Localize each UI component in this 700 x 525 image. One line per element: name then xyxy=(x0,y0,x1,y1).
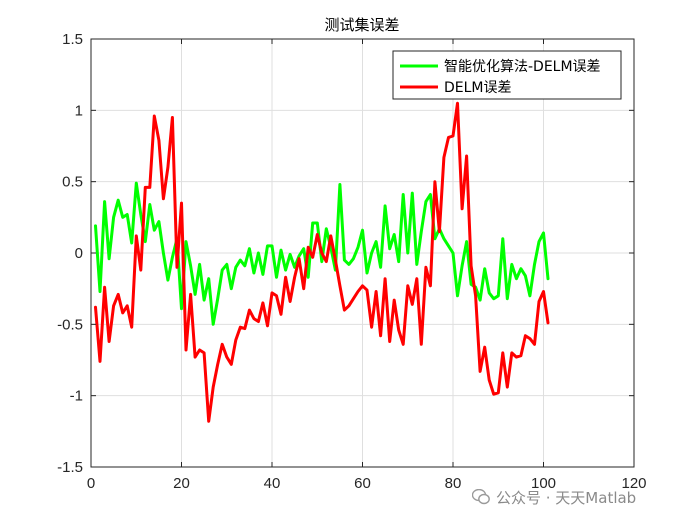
y-tick-label: 0.5 xyxy=(62,174,83,191)
y-tick-label: 1 xyxy=(75,102,83,119)
legend: 智能优化算法-DELM误差 DELM误差 xyxy=(392,50,622,100)
x-tick-label: 0 xyxy=(87,475,95,492)
x-tick-label: 40 xyxy=(264,475,281,492)
axis-ticks: 0 20 40 60 80 100 120 -1.5 -1 -0.5 0 0.5 1 1.5 xyxy=(57,31,646,492)
x-tick-label: 20 xyxy=(173,475,190,492)
y-tick-label: -1 xyxy=(70,388,83,405)
wechat-icon xyxy=(472,489,490,505)
watermark: 公众号 · 天天Matlab xyxy=(472,487,636,508)
y-tick-label: 1.5 xyxy=(62,31,83,48)
y-tick-label: -0.5 xyxy=(57,316,83,333)
x-tick-label: 100 xyxy=(531,475,556,492)
watermark-text: 公众号 · 天天Matlab xyxy=(496,489,637,507)
series-layer xyxy=(94,101,550,423)
legend-box xyxy=(392,50,622,100)
legend-label-series-1: 智能优化算法-DELM误差 xyxy=(444,59,601,75)
chart-title: 测试集误差 xyxy=(324,16,399,34)
x-tick-label: 60 xyxy=(354,475,371,492)
y-tick-label: -1.5 xyxy=(57,459,83,476)
series-line-2 xyxy=(94,101,550,423)
y-tick-label: 0 xyxy=(75,245,83,262)
x-tick-label: 80 xyxy=(445,475,462,492)
x-tick-label: 120 xyxy=(621,475,646,492)
legend-label-series-2: DELM误差 xyxy=(444,80,512,96)
